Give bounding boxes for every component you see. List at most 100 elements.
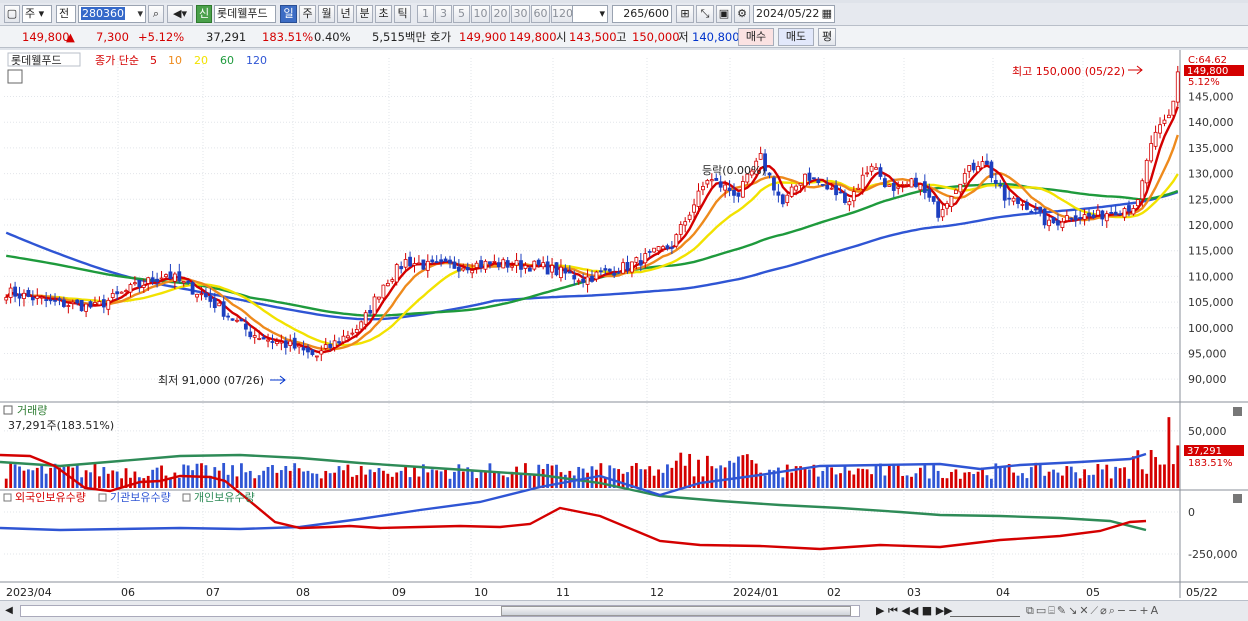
candle-body — [616, 271, 621, 274]
minute-button-60[interactable]: 60 — [531, 5, 550, 23]
candle-body — [168, 271, 173, 280]
back-icon[interactable]: ◀◀ — [901, 604, 919, 617]
volume-bar — [271, 465, 274, 488]
zoom-slider[interactable] — [950, 605, 1020, 617]
region-icon[interactable]: ▭ — [1035, 604, 1049, 617]
candle-body — [79, 299, 84, 312]
save-icon[interactable]: ▣ — [716, 5, 732, 23]
candle-body — [57, 298, 62, 301]
stock-name-field[interactable]: 롯데웰푸드 — [214, 5, 276, 23]
interval-button-0[interactable]: 일 — [280, 5, 297, 23]
minute-button-30[interactable]: 30 — [511, 5, 530, 23]
volume-panel-icon[interactable] — [3, 405, 13, 415]
forward-icon[interactable]: ▶▶ — [935, 604, 953, 617]
candle-body — [527, 267, 532, 272]
candle-body — [674, 234, 679, 247]
volume-bar — [368, 469, 372, 488]
sell-button[interactable]: 매도 — [778, 28, 814, 46]
volume-close-icon[interactable] — [1233, 407, 1242, 416]
buy-button[interactable]: 매수 — [738, 28, 774, 46]
candle-body — [44, 299, 49, 301]
fib-icon[interactable]: ⌸ — [1048, 604, 1057, 617]
stock-code-input[interactable]: 280360 ▾ — [78, 5, 146, 23]
table-icon[interactable] — [7, 69, 23, 84]
candle-body — [372, 296, 377, 315]
scroll-track[interactable] — [20, 605, 860, 617]
volume-bar — [1100, 469, 1104, 488]
volume-bar — [852, 474, 856, 488]
volume-bar — [1163, 464, 1166, 488]
interval-button-2[interactable]: 월 — [318, 5, 335, 23]
plus-icon[interactable]: + — [1139, 604, 1151, 617]
volume-bar — [62, 467, 66, 488]
x-tick-label: 05/22 — [1186, 586, 1218, 599]
holding-close-icon[interactable] — [1233, 494, 1242, 503]
window-icon[interactable]: ▢ — [4, 5, 20, 23]
candle-body — [128, 284, 133, 293]
volume-bar — [457, 464, 461, 488]
volume-bar — [825, 465, 829, 488]
text-icon[interactable]: A — [1150, 604, 1161, 617]
volume-bar — [244, 472, 248, 488]
volume-bar — [630, 465, 634, 488]
stock-chart[interactable]: 145,000 140,000 135,000 130,000 125,000 120,0… — [0, 50, 1248, 600]
volume-bar — [191, 470, 195, 488]
candle-body — [1135, 199, 1140, 207]
trend-icon[interactable]: ↘ — [1068, 604, 1080, 617]
magnet-icon[interactable]: ⌀ — [1100, 604, 1109, 617]
candle-body — [1153, 131, 1158, 147]
minute-button-120[interactable]: 120 — [551, 5, 573, 23]
candle-body — [896, 186, 901, 189]
drawing-tools[interactable]: ⧉▭⌸✎↘✕⟋⌀⌕−−+A — [1026, 603, 1160, 619]
minute-custom-select[interactable]: ▾ — [572, 5, 608, 23]
minute-button-3[interactable]: 3 — [435, 5, 452, 23]
interval-button-4[interactable]: 분 — [356, 5, 373, 23]
candle-body — [860, 174, 865, 190]
count-field[interactable]: 265/600 — [612, 5, 672, 23]
interval-button-6[interactable]: 틱 — [394, 5, 411, 23]
volume-bar — [1123, 467, 1126, 488]
candle-body — [851, 191, 856, 202]
volume-bar — [1140, 469, 1144, 488]
candle-body — [385, 282, 390, 287]
minute-button-5[interactable]: 5 — [453, 5, 470, 23]
volume-bar — [674, 460, 678, 488]
playback-controls[interactable]: ▶ ⏮ ◀◀ ■ ▶▶ — [876, 603, 953, 619]
indicator-icon[interactable]: ⊞ — [676, 5, 694, 23]
volume-bar — [515, 466, 518, 488]
date-field[interactable]: 2024/05/22 ▦ — [753, 5, 835, 23]
cross-icon[interactable]: ✕ — [1079, 604, 1091, 617]
period-type-select[interactable]: 주 ▾ — [22, 5, 52, 23]
shape-icon[interactable]: ⧉ — [1026, 604, 1036, 617]
interval-button-3[interactable]: 년 — [337, 5, 354, 23]
minute-button-1[interactable]: 1 — [417, 5, 434, 23]
stop-icon[interactable]: ■ — [921, 604, 933, 617]
volume-bar — [293, 463, 297, 488]
pen-icon[interactable]: ✎ — [1056, 604, 1069, 617]
eval-button[interactable]: 평 — [818, 28, 836, 46]
scroll-left-icon[interactable]: ◀ — [5, 605, 13, 616]
search-icon[interactable]: ⌕ — [148, 5, 164, 23]
zoom-icon[interactable]: ⌕ — [1108, 604, 1117, 617]
candle-body — [465, 266, 470, 271]
minute-button-20[interactable]: 20 — [491, 5, 510, 23]
gear-icon[interactable]: ⚙ — [734, 5, 750, 23]
candle-body — [1144, 159, 1149, 184]
interval-button-5[interactable]: 초 — [375, 5, 392, 23]
candle-body — [825, 184, 830, 190]
x-tick-label: 03 — [907, 586, 921, 599]
volume-bar — [737, 456, 740, 488]
dash-icon[interactable]: − — [1128, 604, 1140, 617]
all-select[interactable]: 전 — [56, 5, 76, 23]
volume-bar — [785, 464, 789, 488]
speaker-icon[interactable]: ◀▾ — [167, 5, 193, 23]
line-icon[interactable]: ⟋ — [1090, 604, 1101, 617]
rewind-icon[interactable]: ⏮ — [887, 604, 898, 617]
minute-button-10[interactable]: 10 — [471, 5, 490, 23]
draw-tool-icon[interactable]: ⤡ — [696, 5, 714, 23]
calendar-icon[interactable]: ▦ — [821, 7, 832, 20]
interval-button-1[interactable]: 주 — [299, 5, 316, 23]
minus-icon[interactable]: − — [1116, 604, 1129, 617]
play-icon[interactable]: ▶ — [876, 604, 885, 617]
scroll-thumb[interactable] — [501, 606, 851, 616]
